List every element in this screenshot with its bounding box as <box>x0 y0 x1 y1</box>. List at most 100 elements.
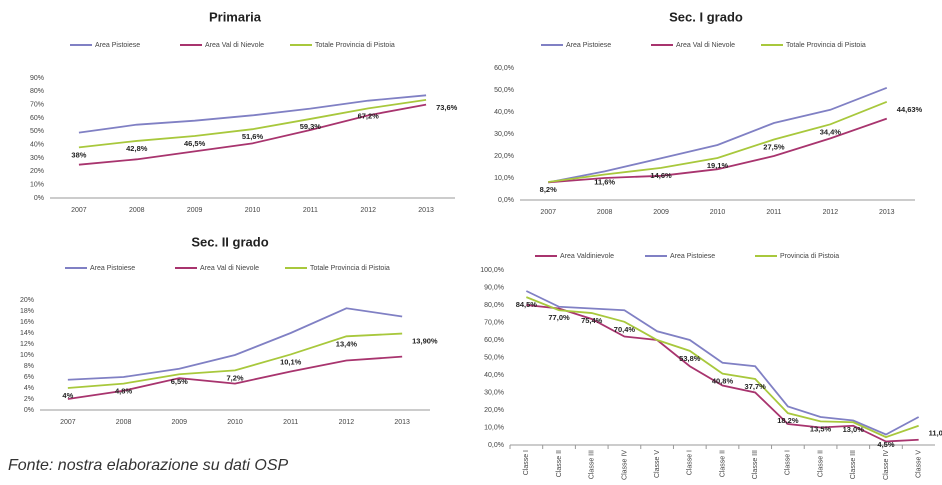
y-tick-label: 8% <box>24 363 34 370</box>
y-tick-label: 18% <box>20 308 34 315</box>
data-label: 38% <box>71 150 86 159</box>
data-label: 34,4% <box>820 127 842 136</box>
data-label: 40,8% <box>712 377 734 386</box>
data-label: 14,6% <box>650 171 672 180</box>
series-line <box>67 355 403 400</box>
x-tick-label: Classe III <box>589 450 596 479</box>
y-tick-label: 10,0% <box>494 175 514 182</box>
chart-title: Sec. II grado <box>191 234 268 249</box>
x-tick-label: Classe IV <box>883 450 890 480</box>
x-tick-label: 2008 <box>129 207 145 214</box>
series-line <box>548 117 888 184</box>
chart-title: Primaria <box>209 9 262 24</box>
data-label: 13,0% <box>843 425 865 434</box>
data-label: 13,90% <box>412 337 438 346</box>
source-note: Fonte: nostra elaborazione su dati OSP <box>8 457 288 474</box>
legend-label: Area Valdinievole <box>560 253 614 260</box>
y-tick-label: 60% <box>30 115 44 122</box>
y-tick-label: 16% <box>20 319 34 326</box>
series-line <box>548 100 888 183</box>
x-tick-label: 2012 <box>823 209 839 216</box>
y-tick-label: 50% <box>30 128 44 135</box>
data-label: 13,4% <box>336 339 358 348</box>
y-tick-label: 10% <box>20 352 34 359</box>
data-label: 13,5% <box>810 424 832 433</box>
data-label: 42,8% <box>126 144 148 153</box>
legend-label: Area Pistoiese <box>95 42 140 49</box>
y-tick-label: 14% <box>20 330 34 337</box>
legend-label: Totale Provincia di Pistoia <box>315 42 395 49</box>
x-tick-label: 2011 <box>766 209 781 216</box>
y-tick-label: 60,0% <box>484 337 504 344</box>
x-tick-label: 2012 <box>339 419 355 426</box>
data-label: 18,2% <box>777 416 799 425</box>
data-label: 77,0% <box>548 313 570 322</box>
legend-label: Area Val di Nievole <box>205 42 264 49</box>
x-tick-label: 2013 <box>394 419 410 426</box>
legend-label: Provincia di Pistoia <box>780 253 839 260</box>
y-tick-label: 70,0% <box>484 319 504 326</box>
data-label: 59,3% <box>300 122 322 131</box>
x-tick-label: 2013 <box>879 209 895 216</box>
x-tick-label: Classe II <box>817 450 824 477</box>
y-tick-label: 10% <box>30 182 44 189</box>
x-tick-label: 2011 <box>303 207 318 214</box>
y-tick-label: 20% <box>30 168 44 175</box>
series-line <box>78 98 427 149</box>
data-label: 37,7% <box>745 382 767 391</box>
x-tick-label: Classe I <box>687 450 694 475</box>
legend-label: Area Pistoiese <box>90 265 135 272</box>
series-line <box>78 103 427 166</box>
data-label: 10,1% <box>280 357 302 366</box>
y-tick-label: 80% <box>30 88 44 95</box>
data-label: 4% <box>62 391 73 400</box>
x-tick-label: 2009 <box>187 207 203 214</box>
x-tick-label: 2013 <box>418 207 434 214</box>
x-tick-label: 2007 <box>540 209 556 216</box>
legend-label: Area Pistoiese <box>670 253 715 260</box>
x-tick-label: 2008 <box>597 209 613 216</box>
y-tick-label: 50,0% <box>484 354 504 361</box>
y-tick-label: 40,0% <box>494 109 514 116</box>
y-tick-label: 12% <box>20 341 34 348</box>
data-label: 67,2% <box>358 111 380 120</box>
data-label: 27,5% <box>763 142 785 151</box>
legend-label: Area Pistoiese <box>566 42 611 49</box>
x-tick-label: Classe V <box>654 450 661 478</box>
y-tick-label: 6% <box>24 374 34 381</box>
legend-label: Area Val di Nievole <box>676 42 735 49</box>
x-tick-label: Classe V <box>915 450 922 478</box>
y-tick-label: 90% <box>30 75 44 82</box>
x-tick-label: 2012 <box>360 207 376 214</box>
series-line <box>526 304 919 443</box>
y-tick-label: 40% <box>30 142 44 149</box>
data-label: 7,2% <box>226 373 243 382</box>
y-tick-label: 20% <box>20 297 34 304</box>
series-line <box>67 332 403 389</box>
y-tick-label: 70% <box>30 102 44 109</box>
data-label: 46,5% <box>184 139 206 148</box>
data-label: 44,63% <box>897 105 923 114</box>
series-line <box>526 296 919 439</box>
x-tick-label: Classe I <box>785 450 792 475</box>
x-tick-label: 2009 <box>653 209 669 216</box>
data-label: 70,4% <box>614 325 636 334</box>
legend-label: Totale Provincia di Pistoia <box>310 265 390 272</box>
y-tick-label: 50,0% <box>494 87 514 94</box>
data-label: 84,5% <box>516 300 538 309</box>
x-tick-label: 2009 <box>171 419 187 426</box>
y-tick-label: 2% <box>24 396 34 403</box>
y-tick-label: 20,0% <box>494 153 514 160</box>
data-label: 75,4% <box>581 316 603 325</box>
y-tick-label: 20,0% <box>484 407 504 414</box>
x-tick-label: 2010 <box>227 419 243 426</box>
y-tick-label: 80,0% <box>484 302 504 309</box>
data-label: 19,1% <box>707 161 729 170</box>
y-tick-label: 0% <box>24 407 34 414</box>
y-tick-label: 0,0% <box>498 197 514 204</box>
y-tick-label: 10,0% <box>484 424 504 431</box>
x-tick-label: 2007 <box>60 419 76 426</box>
x-tick-label: 2011 <box>283 419 298 426</box>
y-tick-label: 90,0% <box>484 284 504 291</box>
